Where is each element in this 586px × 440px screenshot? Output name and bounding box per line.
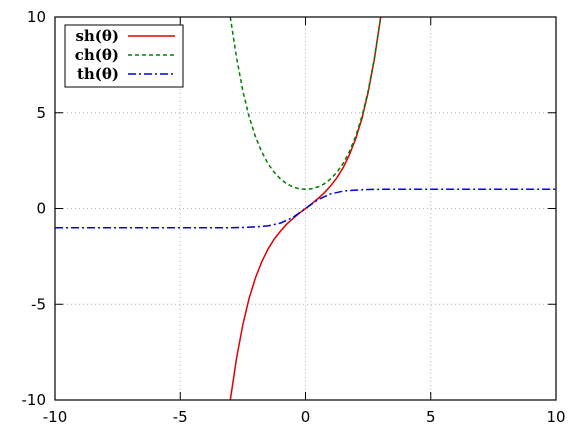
x-tick-label: -10 [43, 408, 68, 426]
legend-label-1: sh(θ) [75, 27, 119, 45]
series-line-1 [229, 17, 382, 400]
x-tick-label: -5 [173, 408, 188, 426]
x-tick-label: 0 [301, 408, 311, 426]
series-line-2 [229, 17, 382, 191]
y-tick-label: 0 [36, 200, 46, 218]
series-layer [55, 17, 556, 400]
legend: sh(θ)ch(θ)th(θ) [64, 24, 184, 88]
legend-label-2: ch(θ) [75, 46, 119, 64]
tick-layer: -10 -5 0 5 10 -10 -5 0 5 10 [22, 8, 566, 426]
y-tick-label: -10 [22, 391, 47, 409]
y-tick-label: -5 [31, 295, 46, 313]
x-tick-label: 10 [546, 408, 565, 426]
legend-label-3: th(θ) [77, 65, 119, 83]
y-tick-label: 10 [27, 8, 46, 26]
x-tick-label: 5 [426, 408, 436, 426]
y-tick-label: 5 [36, 104, 46, 122]
